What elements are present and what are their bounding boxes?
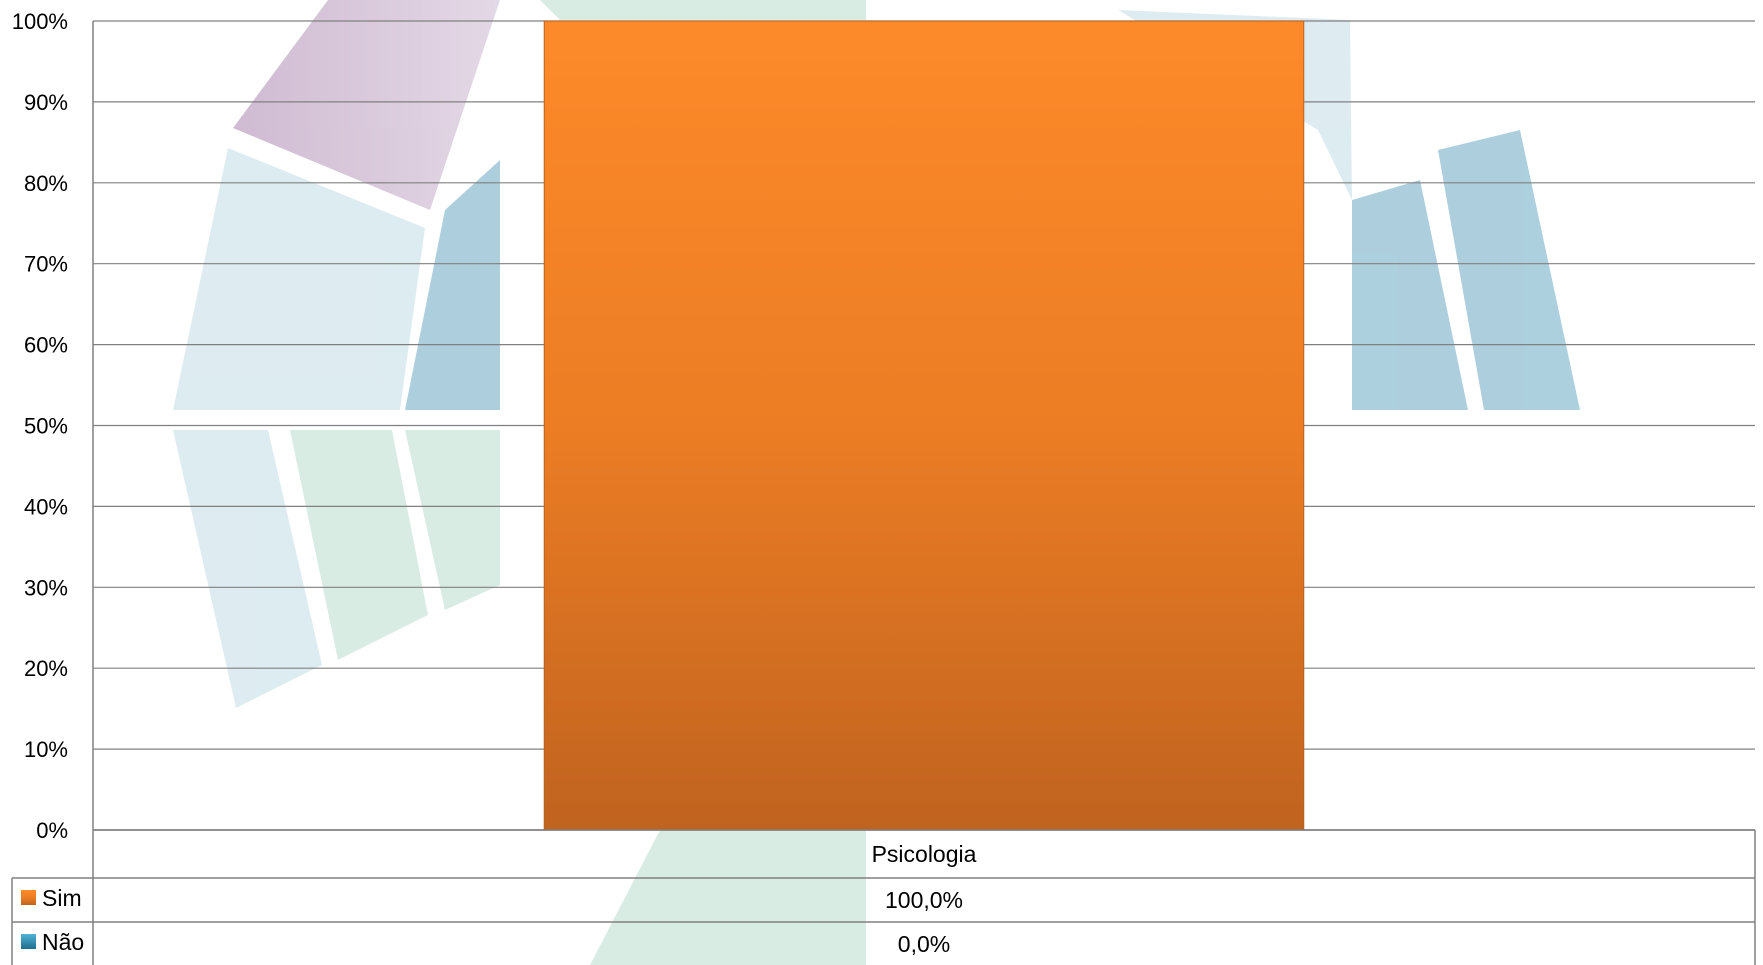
y-tick-label: 60%: [24, 333, 68, 358]
data-table: Psicologia Sim 100,0% Não 0,0%: [11, 829, 1756, 965]
y-tick-label: 80%: [24, 171, 68, 196]
table-row-value-sim: 100,0%: [885, 887, 963, 913]
y-tick-label: 0%: [36, 818, 68, 843]
bars: [543, 20, 1305, 831]
y-tick-label: 50%: [24, 414, 68, 439]
table-header-category: Psicologia: [872, 841, 977, 867]
table-row-label-sim: Sim: [42, 885, 82, 911]
y-tick-label: 70%: [24, 252, 68, 277]
legend-key-sim: [21, 890, 36, 905]
table-row-value-nao: 0,0%: [898, 931, 950, 957]
bar-sim: [543, 20, 1305, 831]
y-tick-label: 100%: [12, 9, 68, 34]
watermark-graphic: [173, 0, 1580, 965]
y-tick-label: 90%: [24, 90, 68, 115]
table-row-label-nao: Não: [42, 929, 84, 955]
y-tick-label: 20%: [24, 656, 68, 681]
y-tick-label: 30%: [24, 575, 68, 600]
legend-key-nao: [21, 934, 36, 949]
y-tick-label: 10%: [24, 737, 68, 762]
y-axis-labels: 0% 10% 20% 30% 40% 50% 60% 70% 80% 90% 100%: [12, 9, 68, 843]
y-tick-label: 40%: [24, 494, 68, 519]
